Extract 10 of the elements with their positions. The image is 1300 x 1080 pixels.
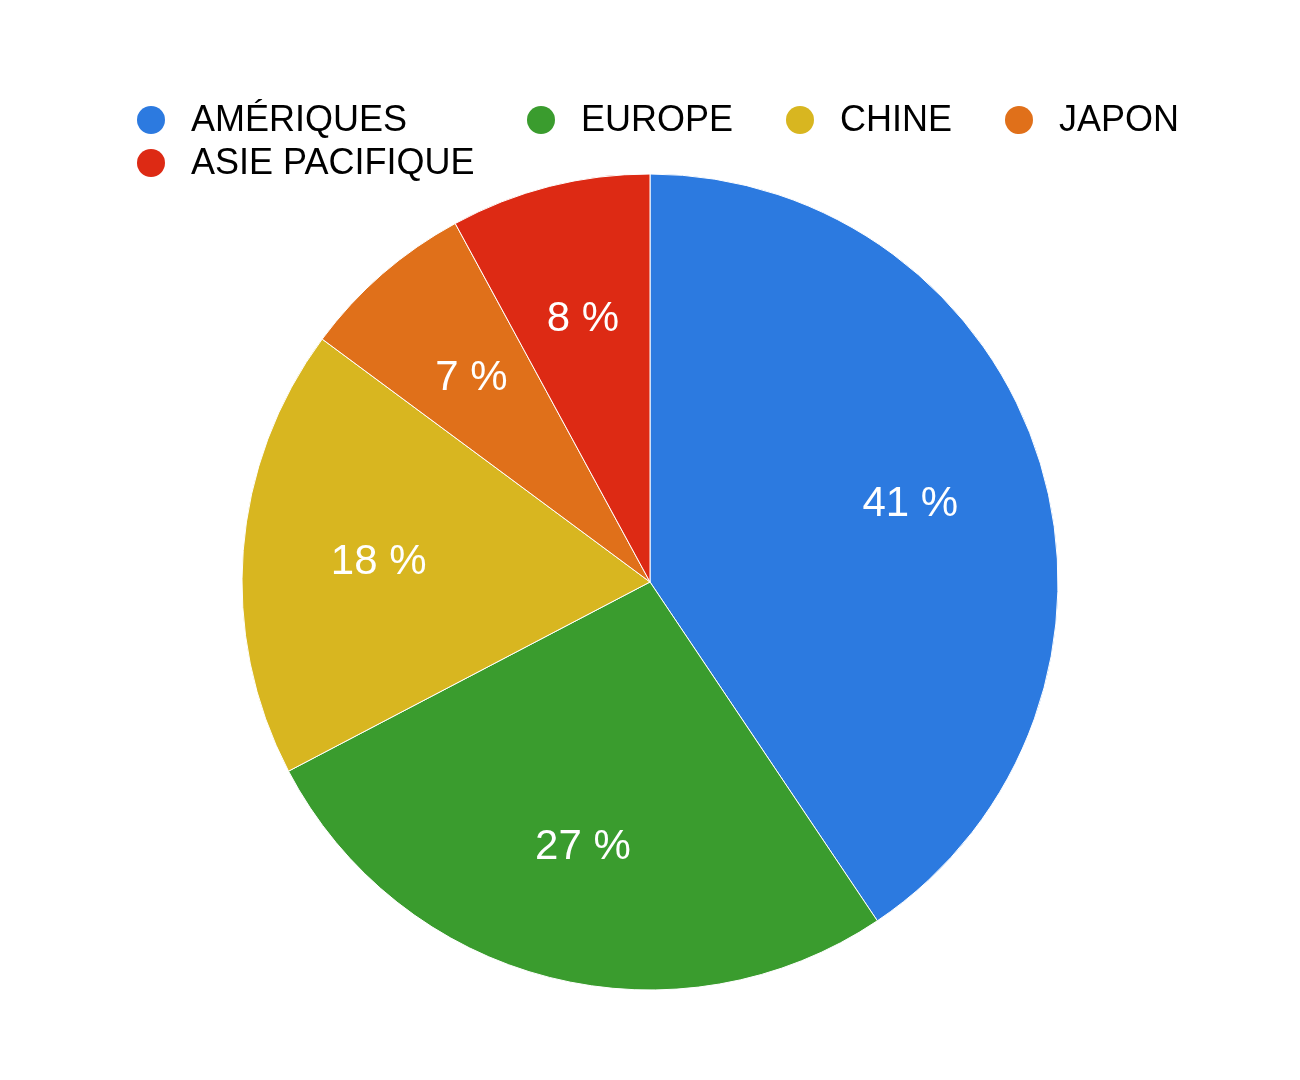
legend-label: ASIE PACIFIQUE [191,141,475,182]
legend-label: CHINE [840,98,953,139]
data-label: 41 % [862,477,959,525]
legend-label: AMÉRIQUES [191,98,408,139]
legend-label: EUROPE [581,98,734,139]
data-label: 27 % [535,820,631,868]
data-label: 7 % [435,351,508,399]
legend-label: JAPON [1059,98,1180,139]
data-label: 18 % [330,535,427,583]
data-label: 8 % [546,293,620,341]
